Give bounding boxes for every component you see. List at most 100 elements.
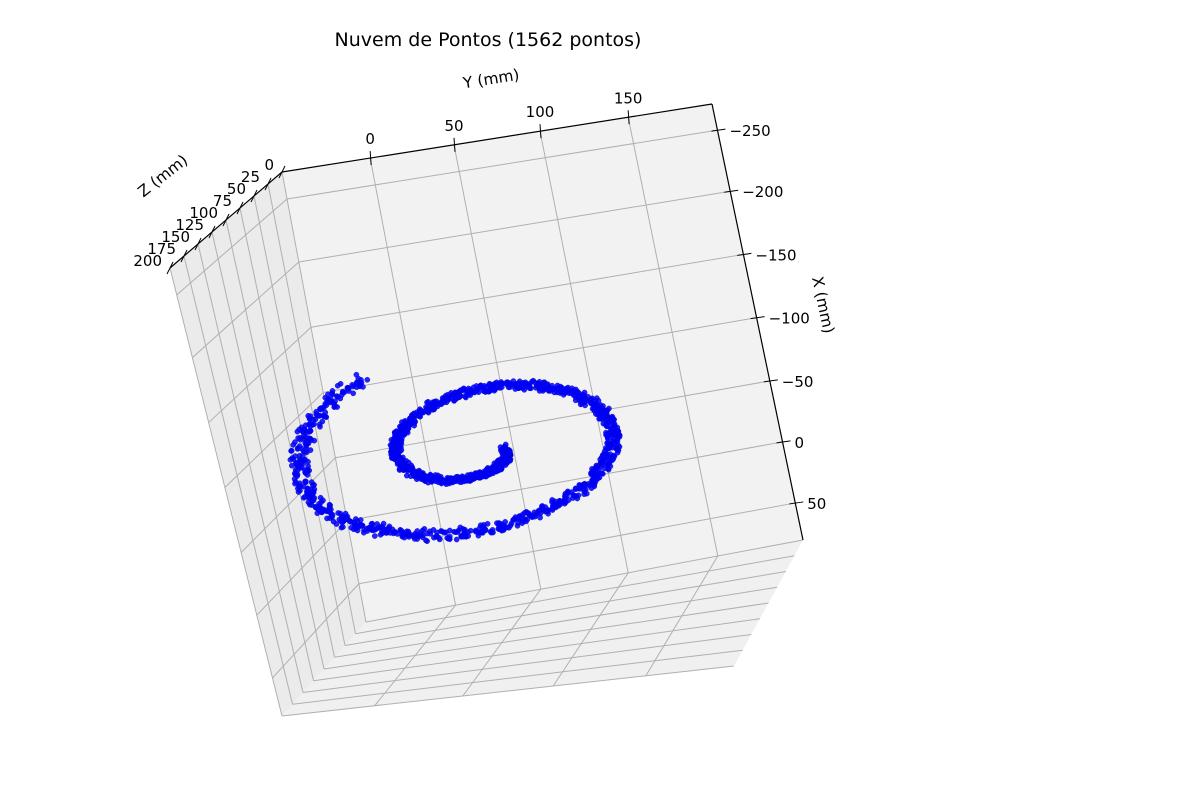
axis-ticks: 050100150−250−200−150−100−50050025507510…	[133, 89, 826, 513]
grid-front-y-2	[552, 572, 629, 687]
data-point	[526, 383, 533, 389]
data-point	[363, 525, 370, 532]
data-point	[350, 390, 357, 397]
x-tick-label: −50	[782, 373, 814, 391]
data-point	[498, 527, 505, 534]
data-point	[337, 380, 344, 387]
z-tick-label: 25	[241, 168, 260, 186]
x-tick-label: −200	[742, 183, 783, 201]
grid-left-x-6	[272, 583, 360, 679]
data-point	[412, 530, 419, 537]
x-tick-mark	[763, 379, 778, 383]
data-point	[439, 528, 445, 535]
chart-title: Nuvem de Pontos (1562 pontos)	[335, 29, 642, 51]
data-point	[403, 472, 410, 479]
data-point	[421, 526, 428, 532]
data-point	[353, 371, 360, 378]
data-point	[301, 448, 308, 455]
data-point	[511, 516, 517, 523]
data-point	[311, 437, 318, 444]
grid-z-left-6	[197, 243, 304, 693]
grid-z-front-6	[302, 634, 752, 693]
bottom-pane	[282, 104, 803, 622]
grid-y-2	[539, 131, 629, 573]
data-point	[525, 510, 532, 517]
y-tick-label: 150	[614, 89, 643, 107]
grid-z-left-4	[225, 219, 325, 670]
data-point	[292, 478, 299, 485]
data-point	[490, 529, 496, 536]
data-point	[610, 452, 617, 459]
grid-x-6	[358, 502, 796, 585]
grid-left-x-1	[192, 261, 300, 358]
z-tick-mark	[166, 261, 174, 275]
data-point	[605, 465, 611, 472]
data-point	[302, 467, 308, 474]
data-point	[364, 376, 371, 383]
z-tick-mark	[194, 237, 202, 251]
z-tick-mark	[222, 213, 230, 227]
data-point	[481, 383, 488, 389]
data-point	[332, 398, 338, 405]
y-tick-label: 50	[444, 117, 463, 135]
data-point	[605, 423, 611, 430]
data-point	[507, 380, 513, 386]
data-point	[452, 529, 459, 536]
z-tick-label: 200	[133, 252, 162, 270]
grid-z-front-0	[365, 539, 804, 623]
data-point	[302, 434, 309, 440]
data-point	[417, 530, 424, 537]
data-point	[444, 535, 451, 541]
y-tick-mark	[369, 151, 372, 166]
data-point	[305, 458, 311, 465]
z-tick-label: 50	[227, 180, 246, 198]
data-point	[473, 383, 480, 389]
data-point	[401, 419, 408, 425]
data-point	[582, 402, 588, 409]
data-point	[568, 390, 575, 397]
data-point	[483, 468, 490, 474]
z-tick-mark	[208, 225, 216, 239]
data-point	[562, 493, 568, 500]
data-point	[543, 381, 550, 388]
grid-x-2	[310, 253, 744, 328]
data-point	[537, 510, 544, 517]
grid-x-4	[335, 380, 770, 459]
data-point	[393, 428, 400, 434]
data-point	[304, 490, 310, 496]
data-point	[605, 435, 611, 441]
grid-front-y-3	[645, 555, 719, 677]
y-tick-mark	[539, 124, 542, 139]
data-point	[515, 385, 522, 391]
data-point	[377, 532, 384, 538]
data-point	[323, 414, 330, 420]
data-point	[307, 447, 314, 453]
data-point	[433, 533, 440, 539]
grid-left-x-4	[240, 457, 336, 553]
data-point	[345, 388, 352, 394]
x-tick-mark	[711, 128, 726, 132]
data-point	[460, 533, 467, 540]
grid-z-left-2	[253, 195, 346, 646]
data-point	[322, 409, 329, 416]
z-tick-label: 100	[189, 204, 218, 222]
z-tick-label: 150	[161, 228, 190, 246]
data-point	[426, 528, 433, 535]
x-tick-mark	[789, 501, 804, 505]
data-point	[386, 527, 392, 533]
data-point	[288, 447, 295, 454]
grid-left-x-0	[176, 198, 288, 296]
data-point	[456, 392, 463, 399]
data-point	[391, 529, 398, 535]
x-tick-label: 50	[807, 495, 826, 513]
scatter-points	[287, 371, 623, 545]
grid-z-left-7	[183, 255, 293, 705]
data-point	[475, 530, 482, 536]
data-point	[467, 392, 474, 398]
grid-z-front-1	[355, 555, 795, 635]
data-point	[538, 383, 544, 390]
data-point	[574, 495, 581, 502]
data-point	[476, 525, 483, 532]
